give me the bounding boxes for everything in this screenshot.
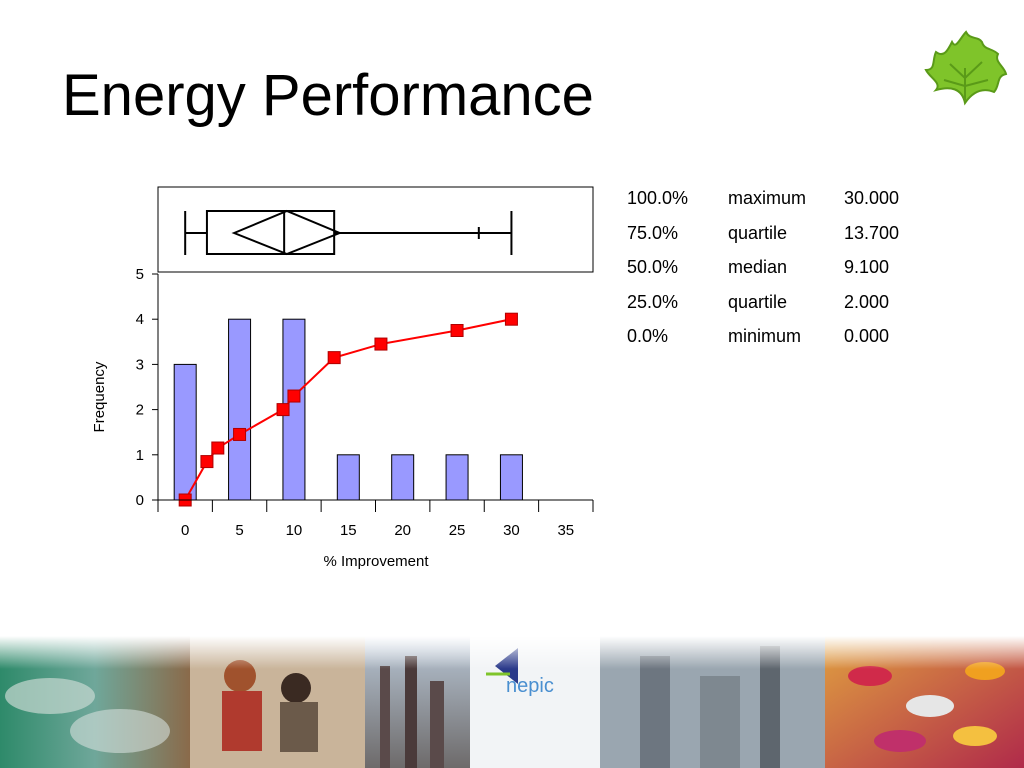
box-plot-box — [205, 210, 336, 255]
cumulative-point — [233, 427, 247, 441]
cumulative-line — [178, 312, 518, 507]
x-tick-label: 15 — [340, 522, 357, 539]
y-tick-label: 1 — [136, 447, 144, 464]
quantile-value: 2.000 — [844, 291, 890, 312]
cumulative-point — [211, 441, 225, 455]
cumulative-point — [504, 312, 518, 326]
y-axis-title: Frequency — [91, 361, 108, 432]
cumulative-point — [287, 389, 301, 403]
quantile-value: 13.700 — [844, 222, 900, 243]
quantile-percent: 50.0% — [627, 257, 679, 277]
quantile-label: quartile — [728, 222, 788, 243]
x-tick-label: 20 — [394, 522, 411, 539]
x-tick-label: 10 — [286, 522, 303, 539]
quantile-percent: 100.0% — [627, 188, 689, 208]
cumulative-series-line — [184, 318, 512, 501]
quantile-percent: 0.0% — [627, 326, 669, 346]
x-tick-label: 5 — [235, 522, 243, 539]
quantile-label: minimum — [728, 326, 802, 346]
page-title: Energy Performance — [62, 63, 594, 128]
y-tick-label: 3 — [136, 356, 144, 373]
photo-banner: nepic — [0, 636, 1024, 768]
chart-axes: 0 5 10 15 20 25 30 35 0 1 2 3 4 5 — [136, 266, 594, 539]
cumulative-point — [200, 455, 214, 469]
quantile-percent: 75.0% — [627, 222, 679, 243]
histogram-bar — [445, 454, 469, 501]
x-tick-label: 30 — [503, 522, 520, 539]
box-plot — [157, 186, 594, 273]
histogram-bar — [336, 454, 360, 501]
cumulative-point — [327, 351, 341, 365]
quantile-value: 30.000 — [844, 188, 900, 208]
leaf-logo-icon — [924, 30, 1008, 106]
cumulative-point — [276, 403, 290, 417]
x-tick-label: 35 — [557, 522, 574, 539]
x-axis-title: % Improvement — [323, 553, 429, 570]
quantile-label: median — [728, 257, 788, 277]
histogram-bar — [499, 454, 523, 501]
quantile-label: maximum — [728, 188, 807, 208]
x-tick-label: 25 — [449, 522, 466, 539]
histogram-bar — [173, 363, 197, 501]
y-tick-label: 5 — [136, 266, 144, 283]
y-tick-label: 0 — [136, 492, 144, 509]
cumulative-point — [374, 337, 388, 351]
box-plot-frame — [157, 186, 594, 273]
quantile-value: 9.100 — [844, 257, 890, 277]
quantile-percent: 25.0% — [627, 291, 679, 312]
histogram-bar — [228, 318, 252, 501]
histogram-bar — [391, 454, 415, 501]
x-tick-label: 0 — [181, 522, 189, 539]
cumulative-point — [450, 324, 464, 337]
y-tick-label: 4 — [136, 311, 144, 328]
box-plot-mean-diamond — [231, 209, 343, 256]
quantile-label: quartile — [728, 291, 788, 312]
histogram-chart: 0 5 10 15 20 25 30 35 0 1 2 3 4 5 % Improvement Frequ… — [91, 186, 594, 570]
quantile-value: 0.000 — [844, 326, 890, 346]
histogram-bars — [173, 318, 523, 501]
y-tick-label: 2 — [136, 402, 144, 419]
